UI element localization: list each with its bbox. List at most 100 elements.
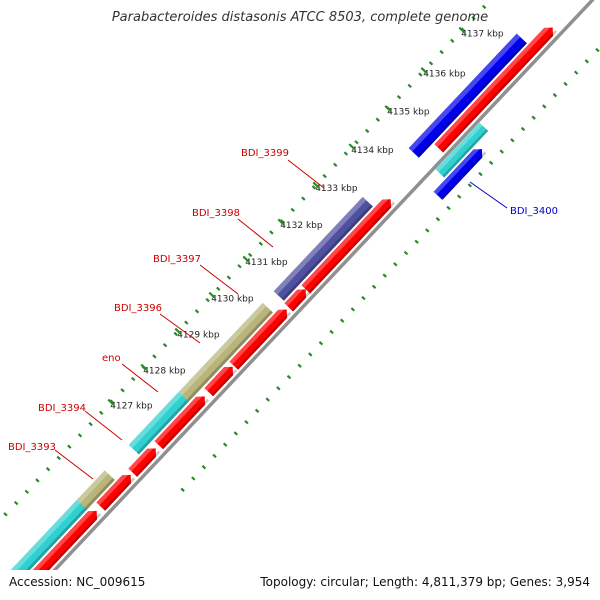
minor-tick: [456, 194, 462, 199]
cds-6: [229, 305, 292, 370]
minor-tick: [481, 4, 487, 10]
minor-tick: [226, 275, 232, 280]
minor-tick: [595, 47, 600, 53]
gene-label-leader: [159, 313, 201, 344]
minor-tick: [403, 250, 409, 256]
kbp-tick-label: 4130 kbp: [211, 294, 254, 304]
gene-bdi-3400: [435, 122, 489, 178]
minor-tick: [233, 431, 239, 436]
minor-tick: [194, 309, 200, 314]
major-tick: [208, 291, 216, 299]
gene-bdi-3392: [10, 497, 89, 570]
cds-9: [434, 23, 558, 153]
minor-tick: [237, 264, 242, 269]
minor-tick: [35, 478, 40, 483]
minor-tick: [265, 397, 270, 402]
gene-label-leader: [199, 264, 239, 295]
cds-1: [32, 506, 102, 570]
minor-tick: [393, 262, 398, 267]
minor-tick: [269, 230, 274, 235]
cds-3: [128, 444, 161, 477]
major-tick: [242, 255, 250, 263]
minor-tick: [205, 297, 210, 303]
minor-tick: [520, 126, 526, 132]
minor-tick: [382, 273, 387, 278]
minor-tick: [24, 489, 30, 494]
minor-tick: [301, 196, 306, 201]
major-tick: [140, 363, 148, 371]
gene-label: eno: [102, 353, 121, 364]
minor-tick: [99, 410, 104, 416]
gene-label-leader: [469, 181, 508, 209]
gene-label: BDI_3393: [8, 442, 56, 453]
cds-7: [284, 285, 311, 312]
cds-5: [204, 362, 238, 397]
major-tick: [174, 327, 182, 335]
minor-tick: [173, 331, 178, 337]
topology-summary: Topology: circular; Length: 4,811,379 bp…: [260, 575, 590, 589]
minor-tick: [88, 421, 93, 427]
minor-tick: [584, 59, 590, 64]
kbp-tick-label: 4134 kbp: [351, 146, 394, 156]
minor-tick: [488, 160, 494, 165]
minor-tick: [329, 329, 334, 335]
gene-label: BDI_3400: [510, 206, 558, 217]
minor-tick: [446, 205, 451, 211]
minor-tick: [407, 83, 412, 89]
major-tick: [277, 218, 285, 226]
minor-tick: [254, 408, 260, 414]
gene-bdi-3394: [128, 391, 189, 455]
kbp-tick-label: 4132 kbp: [280, 221, 323, 231]
gene-label-leader: [237, 218, 274, 248]
gene-label: BDI_3398: [192, 208, 240, 219]
cds-4: [154, 392, 210, 450]
minor-tick: [222, 442, 228, 447]
minor-tick: [414, 239, 419, 244]
minor-tick: [471, 16, 476, 21]
minor-tick: [318, 341, 324, 346]
outer-tick-track: [180, 47, 600, 492]
minor-tick: [425, 228, 430, 233]
minor-tick: [212, 453, 217, 459]
gene-label-leader: [84, 410, 123, 441]
genome-title: Parabacteroides distasonis ATCC 8503, co…: [111, 10, 489, 25]
gene-bdi-3399: [273, 196, 373, 301]
minor-tick: [191, 476, 196, 481]
major-tick: [458, 26, 466, 34]
minor-tick: [552, 92, 558, 98]
minor-tick: [77, 433, 83, 438]
kbp-tick-label: 4128 kbp: [143, 366, 186, 376]
minor-tick: [478, 171, 483, 177]
minor-tick: [56, 455, 61, 461]
minor-tick: [216, 286, 221, 291]
gene-label-leader: [287, 159, 325, 189]
kbp-tick-label: 4135 kbp: [387, 108, 430, 118]
minor-tick: [258, 241, 264, 246]
minor-tick: [435, 217, 441, 222]
major-tick: [348, 143, 356, 151]
kbp-tick-label: 4133 kbp: [315, 184, 358, 194]
minor-tick: [364, 128, 370, 134]
minor-tick: [247, 252, 253, 258]
minor-tick: [428, 61, 434, 66]
minor-tick: [322, 173, 327, 179]
minor-tick: [201, 465, 207, 470]
major-tick: [420, 66, 428, 75]
minor-tick: [371, 284, 377, 290]
major-tick: [107, 398, 115, 406]
minor-tick: [45, 467, 51, 472]
accession-text: Accession: NC_009615: [9, 575, 146, 589]
minor-tick: [510, 138, 515, 143]
minor-tick: [531, 115, 536, 120]
minor-tick: [290, 207, 295, 213]
minor-tick: [339, 318, 345, 323]
minor-tick: [573, 70, 579, 75]
minor-tick: [542, 104, 547, 109]
minor-tick: [450, 38, 455, 43]
minor-tick: [152, 354, 157, 359]
kbp-tick-label: 4129 kbp: [177, 330, 220, 340]
minor-tick: [120, 388, 125, 393]
minor-tick: [308, 352, 313, 357]
